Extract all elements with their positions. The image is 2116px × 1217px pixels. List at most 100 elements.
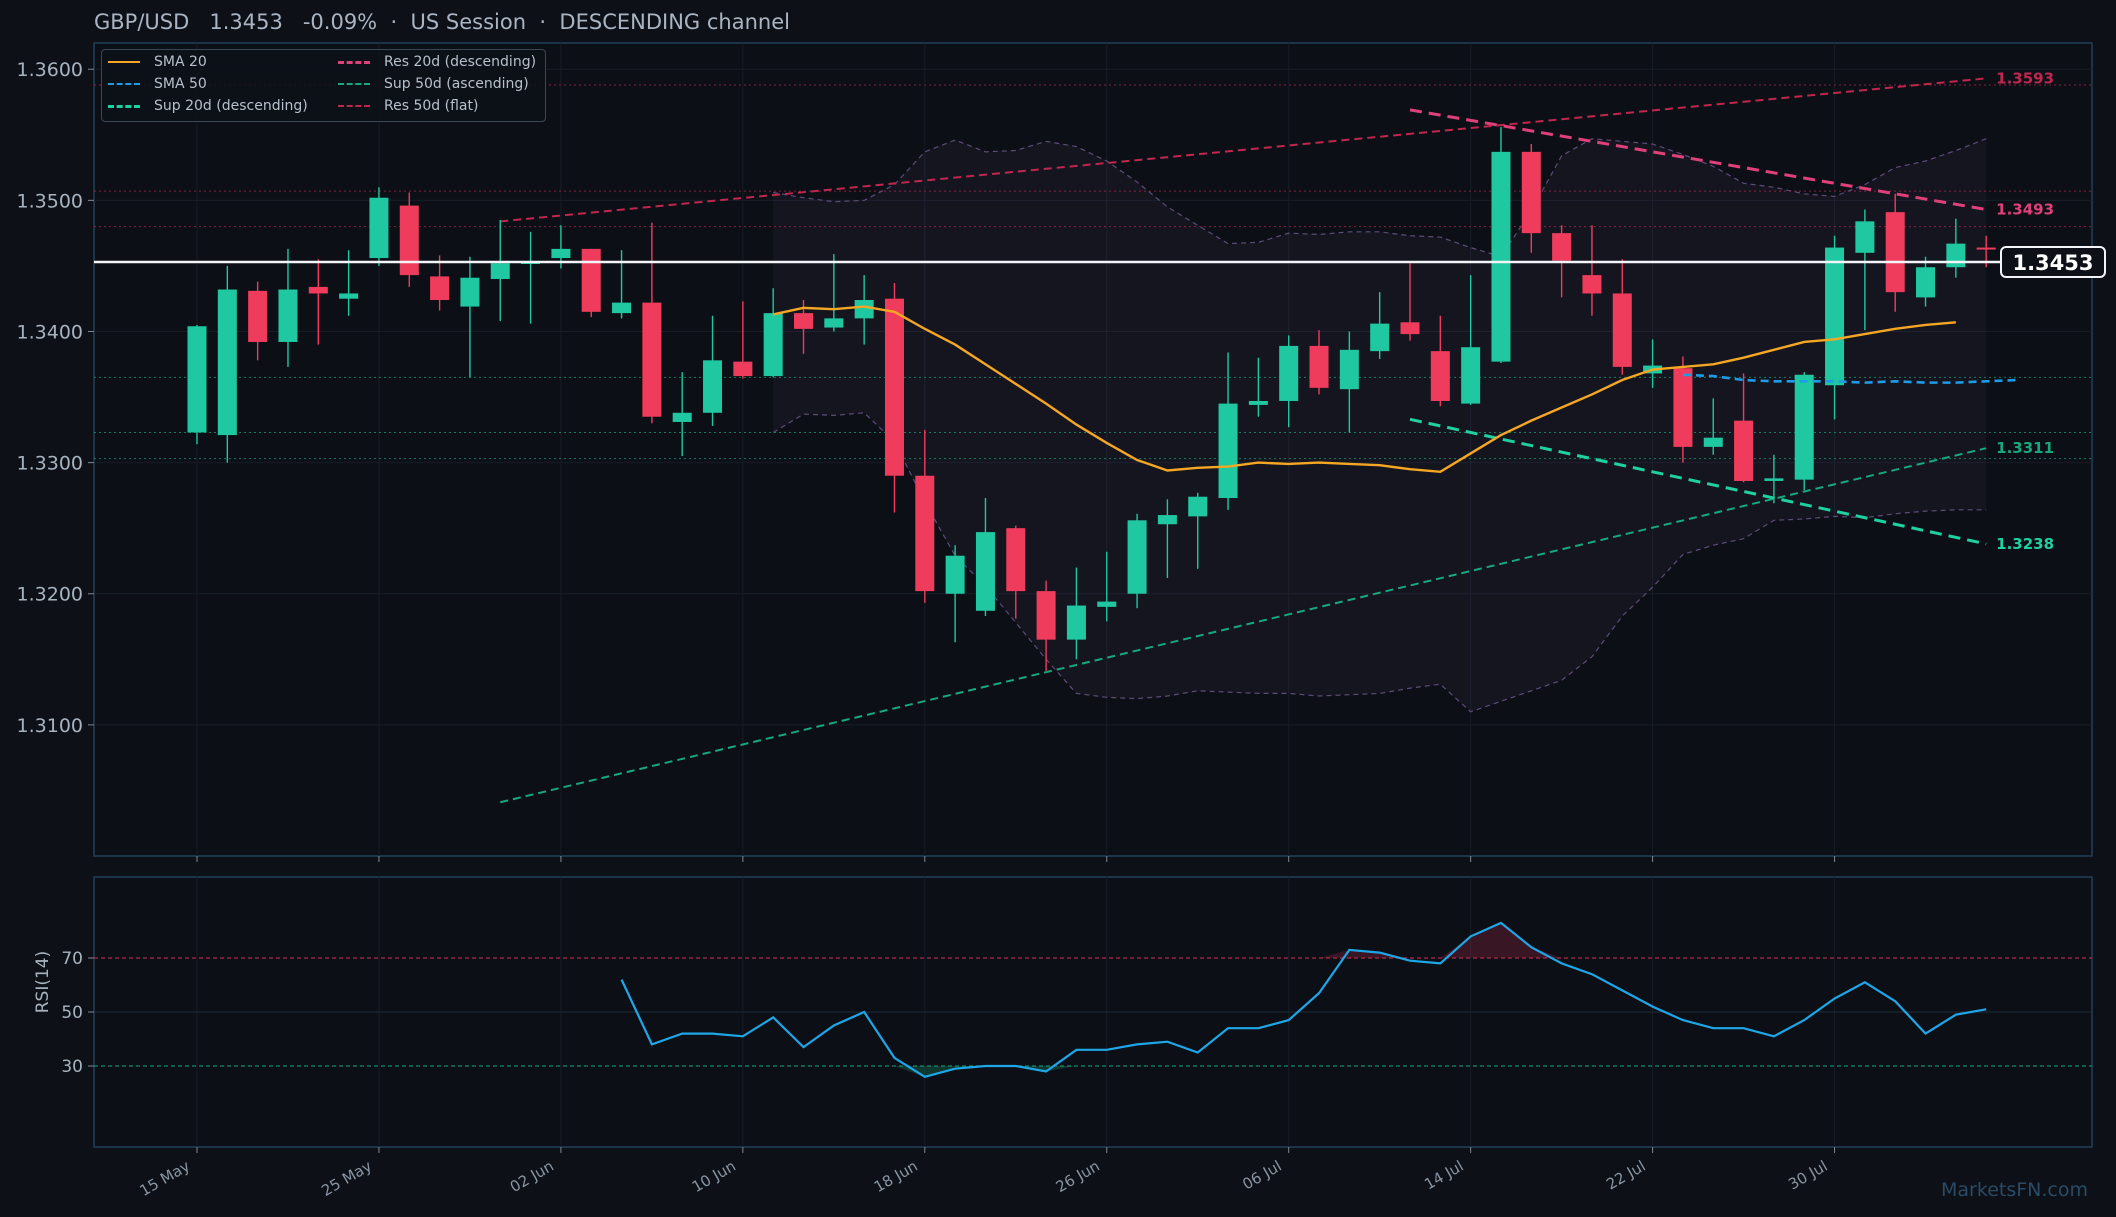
x-tick-label: 26 Jun	[1053, 1157, 1103, 1196]
candle-bull	[1188, 496, 1208, 517]
candle-bull	[1370, 323, 1390, 352]
candle-bear	[1400, 322, 1420, 335]
candle-bull	[187, 326, 207, 433]
current-price-text: 1.3453	[2012, 251, 2093, 275]
session-label: US Session	[410, 10, 527, 34]
x-tick-label: 14 Jul	[1421, 1157, 1466, 1194]
watermark: MarketsFN.com	[1941, 1179, 2088, 1201]
legend-item-sma20: SMA 20	[108, 54, 207, 70]
candle-bull	[1097, 601, 1117, 607]
legend-swatch	[338, 105, 370, 107]
candle-bull	[1855, 221, 1875, 253]
candle-bull	[945, 555, 965, 594]
rsi-y-tick-label: 30	[61, 1057, 83, 1077]
candle-bear	[884, 298, 904, 476]
candle-bear	[399, 205, 419, 276]
legend-label: SMA 20	[154, 54, 207, 70]
current-price-badge	[2000, 245, 2106, 278]
candle-bear	[1673, 368, 1693, 447]
candle-bear	[1521, 151, 1541, 234]
candle-bear	[733, 361, 753, 377]
legend-label: Sup 50d (ascending)	[384, 76, 529, 92]
legend-item-sup50: Sup 50d (ascending)	[338, 76, 529, 92]
candle-bull	[824, 318, 844, 328]
trend-line-label: 1.3238	[1996, 535, 2054, 553]
chart-header: GBP/USD 1.3453 -0.09% · US Session · DES…	[94, 10, 790, 34]
rsi-y-tick-label: 70	[61, 949, 83, 969]
sma50-line	[1682, 373, 2017, 384]
y-tick-label: 1.3200	[17, 584, 83, 606]
candle-bull	[763, 313, 783, 377]
candle-bull	[1703, 437, 1723, 447]
y-tick-label: 1.3100	[17, 715, 83, 737]
rsi-overbought-zone	[1531, 947, 1562, 958]
candle-bear	[642, 302, 662, 417]
rsi-oversold-zone	[894, 1066, 925, 1077]
legend-label: Res 20d (descending)	[384, 54, 537, 70]
trend-line	[500, 77, 1987, 223]
candle-bear	[1885, 212, 1905, 293]
candle-bull	[490, 263, 510, 280]
x-tick-label: 30 Jul	[1785, 1157, 1830, 1194]
candle-bear	[1976, 247, 1996, 250]
candle-bull	[1794, 374, 1814, 480]
candle-bear	[1006, 528, 1026, 592]
rsi-y-tick-label: 50	[61, 1003, 83, 1023]
y-tick-label: 1.3600	[17, 59, 83, 81]
price-panel: 1.3100 1.3200 1.3300 1.3400 1.3500 1.3600 1.35…	[17, 42, 2106, 862]
legend-label: Sup 20d (descending)	[154, 98, 308, 114]
trend-line-label: 1.3593	[1996, 69, 2054, 87]
candle-bear	[1734, 420, 1754, 481]
price-label: 1.3453	[209, 10, 283, 34]
candle-bull	[703, 360, 723, 413]
candle-bull	[460, 277, 480, 307]
legend-item-sup20: Sup 20d (descending)	[108, 98, 308, 114]
legend-swatch	[108, 83, 140, 85]
candle-bull	[1916, 267, 1936, 298]
candle-bull	[1339, 349, 1359, 390]
candle-bull	[1248, 400, 1268, 405]
x-tick-label: 22 Jul	[1603, 1157, 1648, 1194]
y-tick-label: 1.3300	[17, 453, 83, 475]
x-tick-label: 18 Jun	[871, 1157, 921, 1196]
chart-legend: SMA 20 SMA 50 Sup 20d (descending) Res 2…	[101, 49, 546, 122]
legend-swatch	[108, 61, 140, 63]
legend-swatch	[338, 83, 370, 85]
rsi-overbought-zone	[1470, 922, 1501, 958]
candle-bear	[1309, 345, 1329, 388]
rsi-axis-label: RSI(14)	[33, 951, 53, 1014]
bollinger-lower	[772, 412, 1987, 713]
candle-bull	[217, 289, 237, 436]
rsi-line	[620, 921, 1987, 1078]
candle-bull	[1127, 520, 1147, 594]
candle-bull	[1946, 243, 1966, 268]
trend-line	[1409, 417, 1987, 546]
legend-item-sma50: SMA 50	[108, 76, 207, 92]
trend-line-label: 1.3311	[1996, 439, 2054, 457]
rsi-panel: 15 May 25 May 02 Jun 10 Jun 18 Jun 26 Jun 06 J…	[33, 876, 2093, 1200]
x-tick-label: 10 Jun	[689, 1157, 739, 1196]
candle-bull	[1218, 403, 1238, 499]
candle-bear	[1582, 275, 1602, 294]
candle-bull	[1461, 347, 1481, 404]
symbol-label: GBP/USD	[94, 10, 190, 34]
candle-bull	[1279, 345, 1299, 401]
x-tick-label: 02 Jun	[507, 1157, 557, 1196]
x-tick-label: 25 May	[318, 1157, 375, 1200]
candle-bear	[1430, 351, 1450, 401]
candle-bull	[1066, 605, 1086, 640]
trend-line	[1409, 108, 1987, 212]
candle-bear	[1036, 591, 1056, 640]
trend-line-label: 1.3493	[1996, 201, 2054, 219]
legend-label: Res 50d (flat)	[384, 98, 479, 114]
y-tick-label: 1.3400	[17, 321, 83, 343]
legend-swatch	[108, 104, 140, 108]
candle-bear	[581, 248, 601, 312]
legend-swatch	[338, 60, 370, 64]
candle-bear	[430, 276, 450, 301]
candle-bull	[369, 197, 389, 259]
candle-bull	[1825, 247, 1845, 386]
rsi-overbought-zone	[1319, 949, 1350, 958]
candle-bull	[612, 302, 632, 314]
